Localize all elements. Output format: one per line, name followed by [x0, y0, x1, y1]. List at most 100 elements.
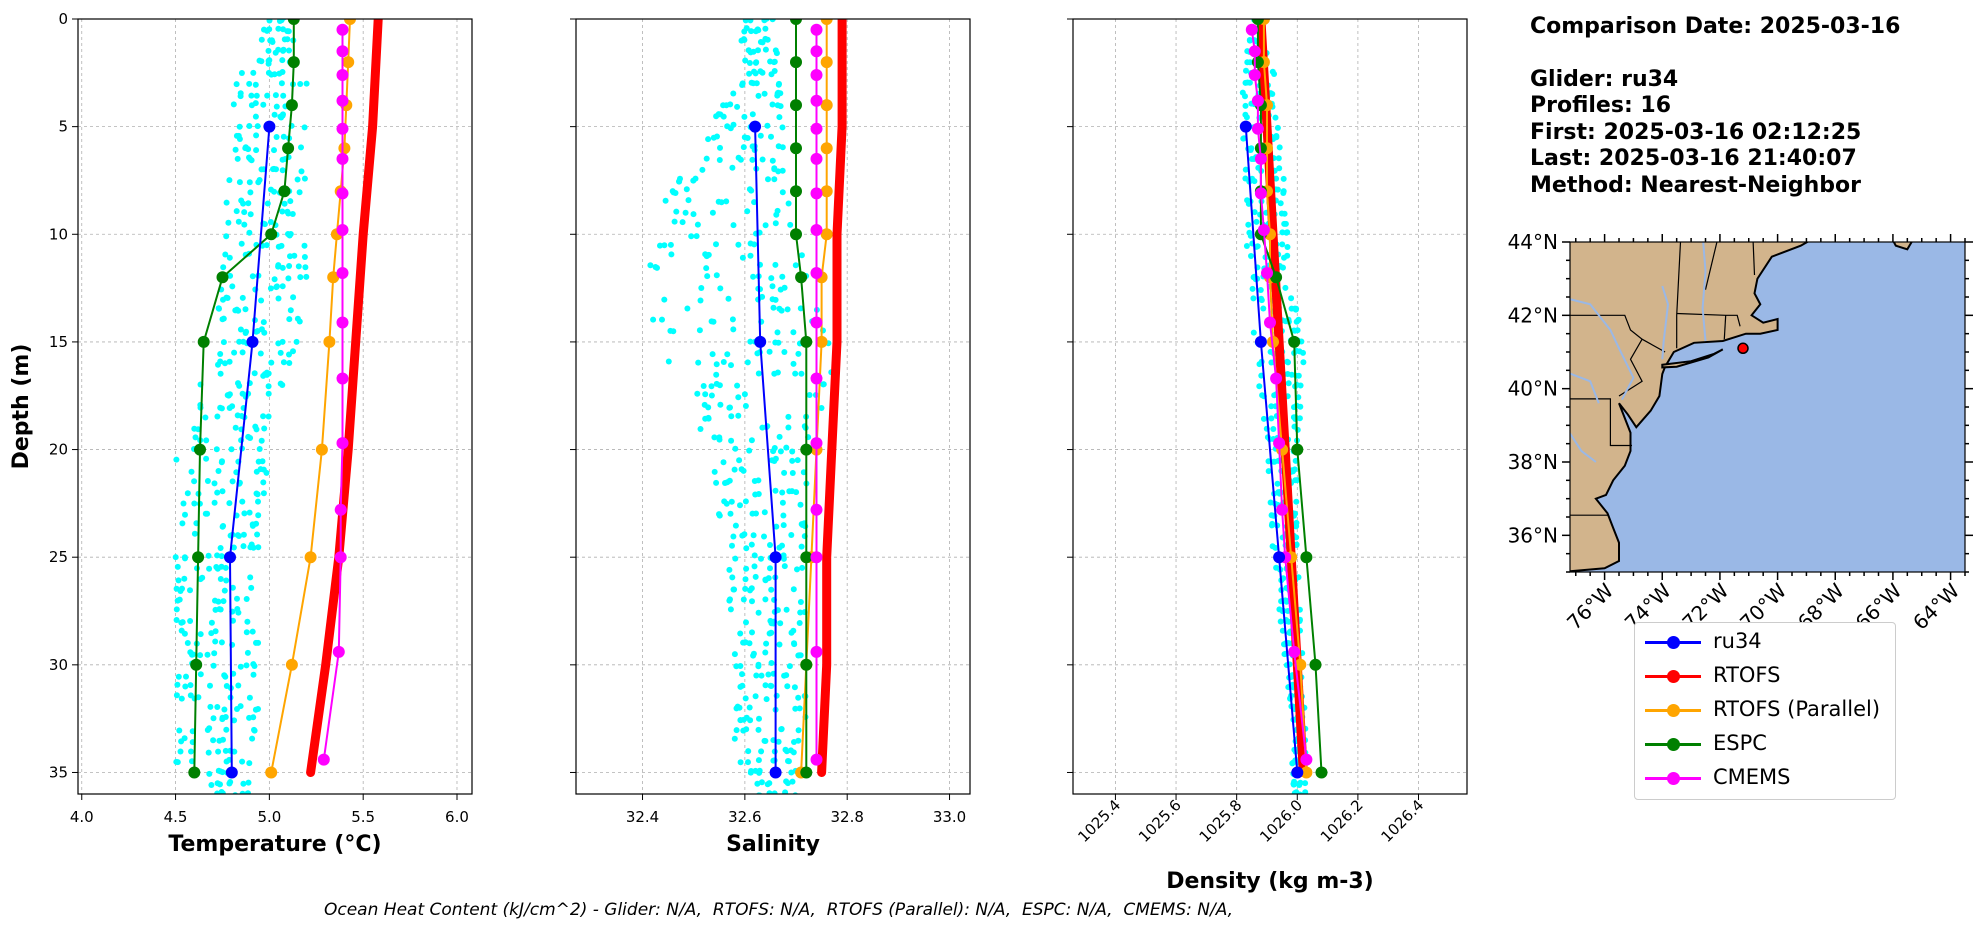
glider-point [766, 348, 773, 355]
glider-point [781, 672, 788, 679]
series-point [1251, 94, 1264, 107]
glider-point [1250, 329, 1257, 336]
glider-point [263, 369, 270, 376]
glider-point [211, 650, 218, 657]
glider-point [764, 781, 771, 788]
series-point [1248, 45, 1261, 58]
glider-point [767, 542, 773, 548]
glider-point [683, 186, 690, 193]
glider-point [743, 714, 750, 721]
glider-point [245, 200, 252, 207]
glider-point [268, 71, 275, 78]
series-rtofs [306, 19, 383, 777]
series-point [810, 753, 823, 766]
glider-point [752, 693, 759, 700]
glider-point [723, 198, 730, 205]
legend-marker [1667, 738, 1680, 751]
glider-point [765, 671, 772, 678]
glider-point [736, 457, 743, 464]
glider-point [796, 620, 803, 626]
glider-point [239, 349, 246, 356]
glider-point [1268, 415, 1275, 422]
glider-point [210, 737, 217, 744]
glider-point [761, 737, 768, 744]
glider-point [258, 437, 265, 444]
glider-point [776, 641, 783, 648]
glider-point [779, 489, 786, 496]
glider-point [184, 490, 191, 497]
glider-point [295, 263, 302, 270]
glider-point [732, 522, 739, 529]
glider-point [280, 47, 287, 54]
legend: ru34 RTOFS RTOFS (Parallel) ESPC CMEMS [1634, 622, 1896, 800]
glider-point [217, 404, 224, 411]
glider-point [258, 36, 265, 43]
glider-point [235, 307, 242, 314]
glider-point [739, 254, 746, 261]
glider-point [219, 716, 226, 723]
glider-point [685, 197, 692, 204]
glider-point [728, 413, 735, 420]
glider-point [797, 305, 804, 312]
glider-point [777, 620, 784, 627]
glider-point [777, 286, 784, 293]
legend-label: CMEMS [1713, 765, 1791, 789]
glider-point [214, 413, 221, 420]
glider-point [204, 510, 211, 517]
glider-point [273, 134, 280, 140]
glider-point [256, 177, 263, 183]
glider-point [657, 242, 663, 249]
glider-point [743, 619, 749, 626]
glider-point [1267, 499, 1274, 506]
glider-point [253, 468, 260, 475]
glider-point [788, 769, 795, 776]
glider-point [187, 587, 193, 594]
glider-point [731, 735, 738, 742]
x-tick-label: 1025.4 [1074, 796, 1124, 846]
series-point [190, 658, 203, 671]
glider-point [768, 133, 774, 140]
glider-point [285, 275, 292, 282]
glider-point [255, 639, 262, 646]
series-ru34 [749, 120, 782, 779]
series-line [795, 19, 808, 774]
series-point [769, 766, 782, 779]
glider-point [776, 114, 783, 121]
glider-point [797, 652, 804, 659]
series-point [800, 658, 813, 671]
glider-point [740, 36, 747, 43]
glider-point [210, 662, 217, 669]
glider-point [214, 780, 221, 787]
glider-point [177, 748, 184, 755]
glider-point [820, 381, 827, 388]
series-point [810, 23, 823, 36]
glider-point [738, 466, 745, 473]
glider-point [787, 221, 794, 228]
glider-point [1281, 254, 1287, 261]
glider-point [248, 92, 255, 99]
series-point [1251, 19, 1264, 25]
glider-point [702, 415, 709, 422]
glider-point [1268, 403, 1275, 410]
glider-point [260, 319, 267, 326]
state-border [1676, 312, 1741, 327]
glider-point [220, 598, 227, 605]
glider-point [284, 208, 291, 215]
series-point [795, 271, 808, 284]
glider-point [734, 103, 741, 110]
glider-point [779, 499, 786, 506]
glider-point [789, 457, 796, 464]
glider-point [254, 491, 261, 498]
series-line [1262, 19, 1308, 774]
glider-point [745, 759, 751, 766]
glider-point [187, 649, 194, 656]
series-point [769, 551, 782, 564]
glider-point [206, 565, 213, 572]
glider-point [786, 663, 793, 670]
map-area [1570, 242, 1965, 572]
salinity-panel: 32.4 32.6 32.8 33.0 Salinity [570, 18, 971, 857]
glider-point [733, 727, 740, 734]
series-point [1239, 120, 1252, 133]
series-line [817, 19, 847, 777]
